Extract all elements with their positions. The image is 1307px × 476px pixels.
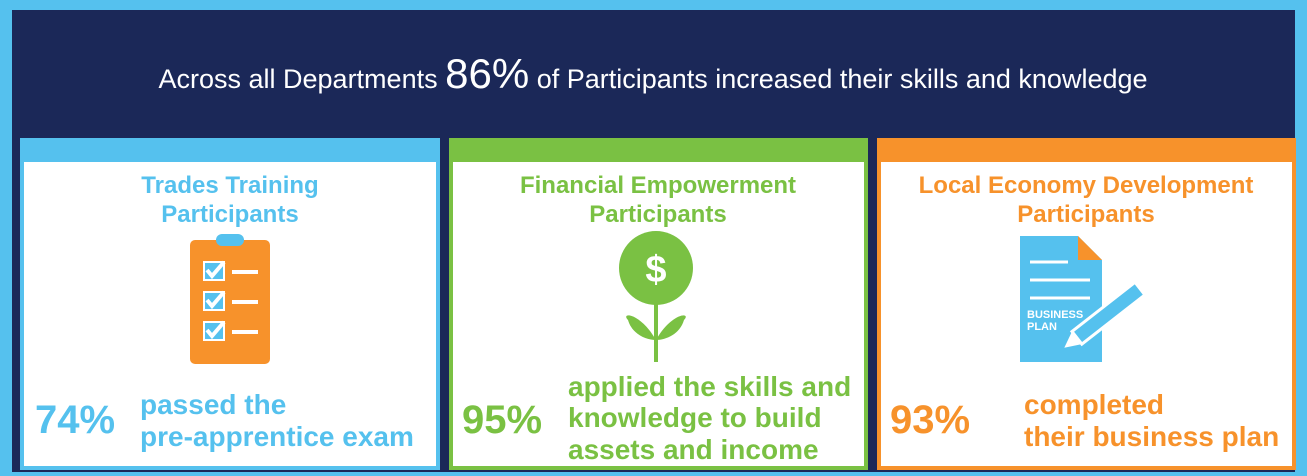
card-title: Local Economy Development <box>919 172 1254 199</box>
card-title: Trades Training <box>141 172 318 199</box>
card-description: assets and income <box>568 434 819 465</box>
card-band <box>20 140 440 162</box>
icon-label: $ <box>645 249 666 291</box>
card-description: completed <box>1024 389 1164 420</box>
money-plant-icon: $ <box>619 231 693 362</box>
card-description: pre-apprentice exam <box>140 421 414 452</box>
card-border <box>20 138 440 470</box>
card-description: applied the skills and <box>568 371 851 402</box>
headline-start: Across all Departments <box>158 64 437 94</box>
card-title: Financial Empowerment <box>520 172 796 199</box>
icon-label: PLAN <box>1027 321 1057 333</box>
headline-highlight: 86% <box>445 50 529 97</box>
card-description: knowledge to build <box>568 402 822 433</box>
card-band <box>449 140 868 162</box>
clipboard-icon <box>190 234 270 364</box>
card-percent: 95% <box>462 398 542 442</box>
card-title: Participants <box>161 201 298 228</box>
card-percent: 93% <box>890 398 970 442</box>
card-description: their business plan <box>1024 421 1279 452</box>
card-border <box>877 138 1296 470</box>
card-bg <box>449 140 868 470</box>
card: Trades Training Participants 74% passed … <box>20 138 440 470</box>
card-percent: 74% <box>35 398 115 442</box>
card: Financial Empowerment Participants $ 95%… <box>449 138 868 470</box>
headline: Across all Departments 86% of Participan… <box>158 50 1147 97</box>
card-band <box>877 140 1296 162</box>
card-title: Participants <box>1017 201 1154 228</box>
card-border <box>449 138 868 470</box>
icon-label: BUSINESS <box>1027 309 1083 321</box>
business-plan-icon: BUSINESS PLAN <box>1020 236 1147 362</box>
card: Local Economy Development Participants B… <box>877 138 1296 470</box>
headline-end: of Participants increased their skills a… <box>537 64 1148 94</box>
card-description: passed the <box>140 389 286 420</box>
card-title: Participants <box>589 201 726 228</box>
